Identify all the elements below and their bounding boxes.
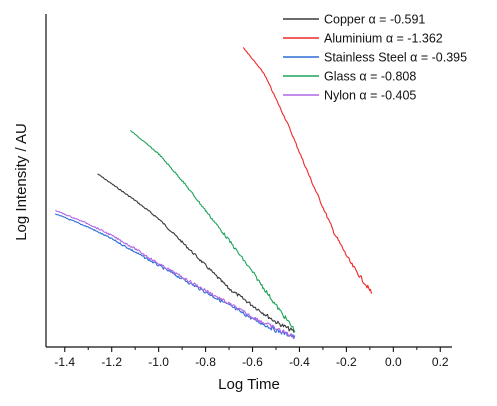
- x-tick-label: -0.4: [289, 355, 310, 369]
- series-line-nylon: [55, 209, 296, 340]
- legend-label: Nylon α = -0.405: [324, 89, 416, 103]
- series-line-aluminium: [242, 47, 373, 294]
- legend-label: Aluminium α = -1.362: [324, 32, 443, 46]
- x-tick-label: -0.2: [336, 355, 357, 369]
- legend: Copper α = -0.591 Aluminium α = -1.362 Sta…: [283, 13, 467, 103]
- x-tick-label: -0.8: [195, 355, 216, 369]
- series-line-stainless-steel: [55, 213, 296, 339]
- series-line-glass: [130, 129, 296, 333]
- x-ticks: -1.4 -1.2 -1.0 -0.8 -0.6 -0.4 -0.2 0.0 0.2: [54, 347, 449, 369]
- legend-label: Stainless Steel α = -0.395: [324, 51, 467, 65]
- x-tick-label: 0.2: [432, 355, 449, 369]
- x-tick-label: -0.6: [242, 355, 263, 369]
- axes: -1.4 -1.2 -1.0 -0.8 -0.6 -0.4 -0.2 0.0 0.2: [45, 14, 452, 369]
- y-axis-title: Log Intensity / AU: [13, 123, 30, 241]
- x-tick-label: -1.2: [101, 355, 122, 369]
- series-line-copper: [97, 173, 296, 333]
- x-tick-label: 0.0: [385, 355, 402, 369]
- legend-label: Glass α = -0.808: [324, 70, 416, 84]
- series-layer: [55, 47, 373, 340]
- legend-label: Copper α = -0.591: [324, 13, 425, 27]
- x-axis-title: Log Time: [218, 376, 280, 393]
- x-tick-label: -1.4: [54, 355, 75, 369]
- x-tick-label: -1.0: [148, 355, 169, 369]
